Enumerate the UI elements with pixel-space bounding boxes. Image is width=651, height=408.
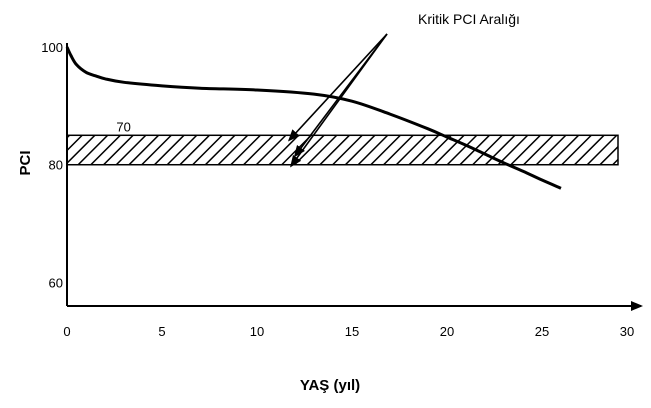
x-tick-label: 15 bbox=[345, 324, 359, 339]
y-tick-label: 60 bbox=[49, 275, 63, 290]
y-tick-label: 100 bbox=[41, 40, 63, 55]
x-tick-label: 25 bbox=[535, 324, 549, 339]
critical-band bbox=[66, 134, 619, 166]
pci-curve bbox=[65, 46, 562, 190]
x-tick-label: 0 bbox=[63, 324, 70, 339]
annotation-text: Kritik PCI Aralığı bbox=[418, 11, 520, 27]
y-axis-label: PCI bbox=[17, 150, 34, 175]
x-tick-label: 20 bbox=[440, 324, 454, 339]
y-tick-label: 80 bbox=[49, 158, 63, 173]
band-label: 70 bbox=[116, 119, 130, 134]
annotation-arrow bbox=[290, 33, 388, 168]
annotation-arrow bbox=[287, 33, 388, 142]
x-tick-label: 5 bbox=[158, 324, 165, 339]
x-axis-label: YAŞ (yıl) bbox=[300, 377, 360, 394]
x-tick-label: 10 bbox=[250, 324, 264, 339]
x-tick-label: 30 bbox=[620, 324, 634, 339]
